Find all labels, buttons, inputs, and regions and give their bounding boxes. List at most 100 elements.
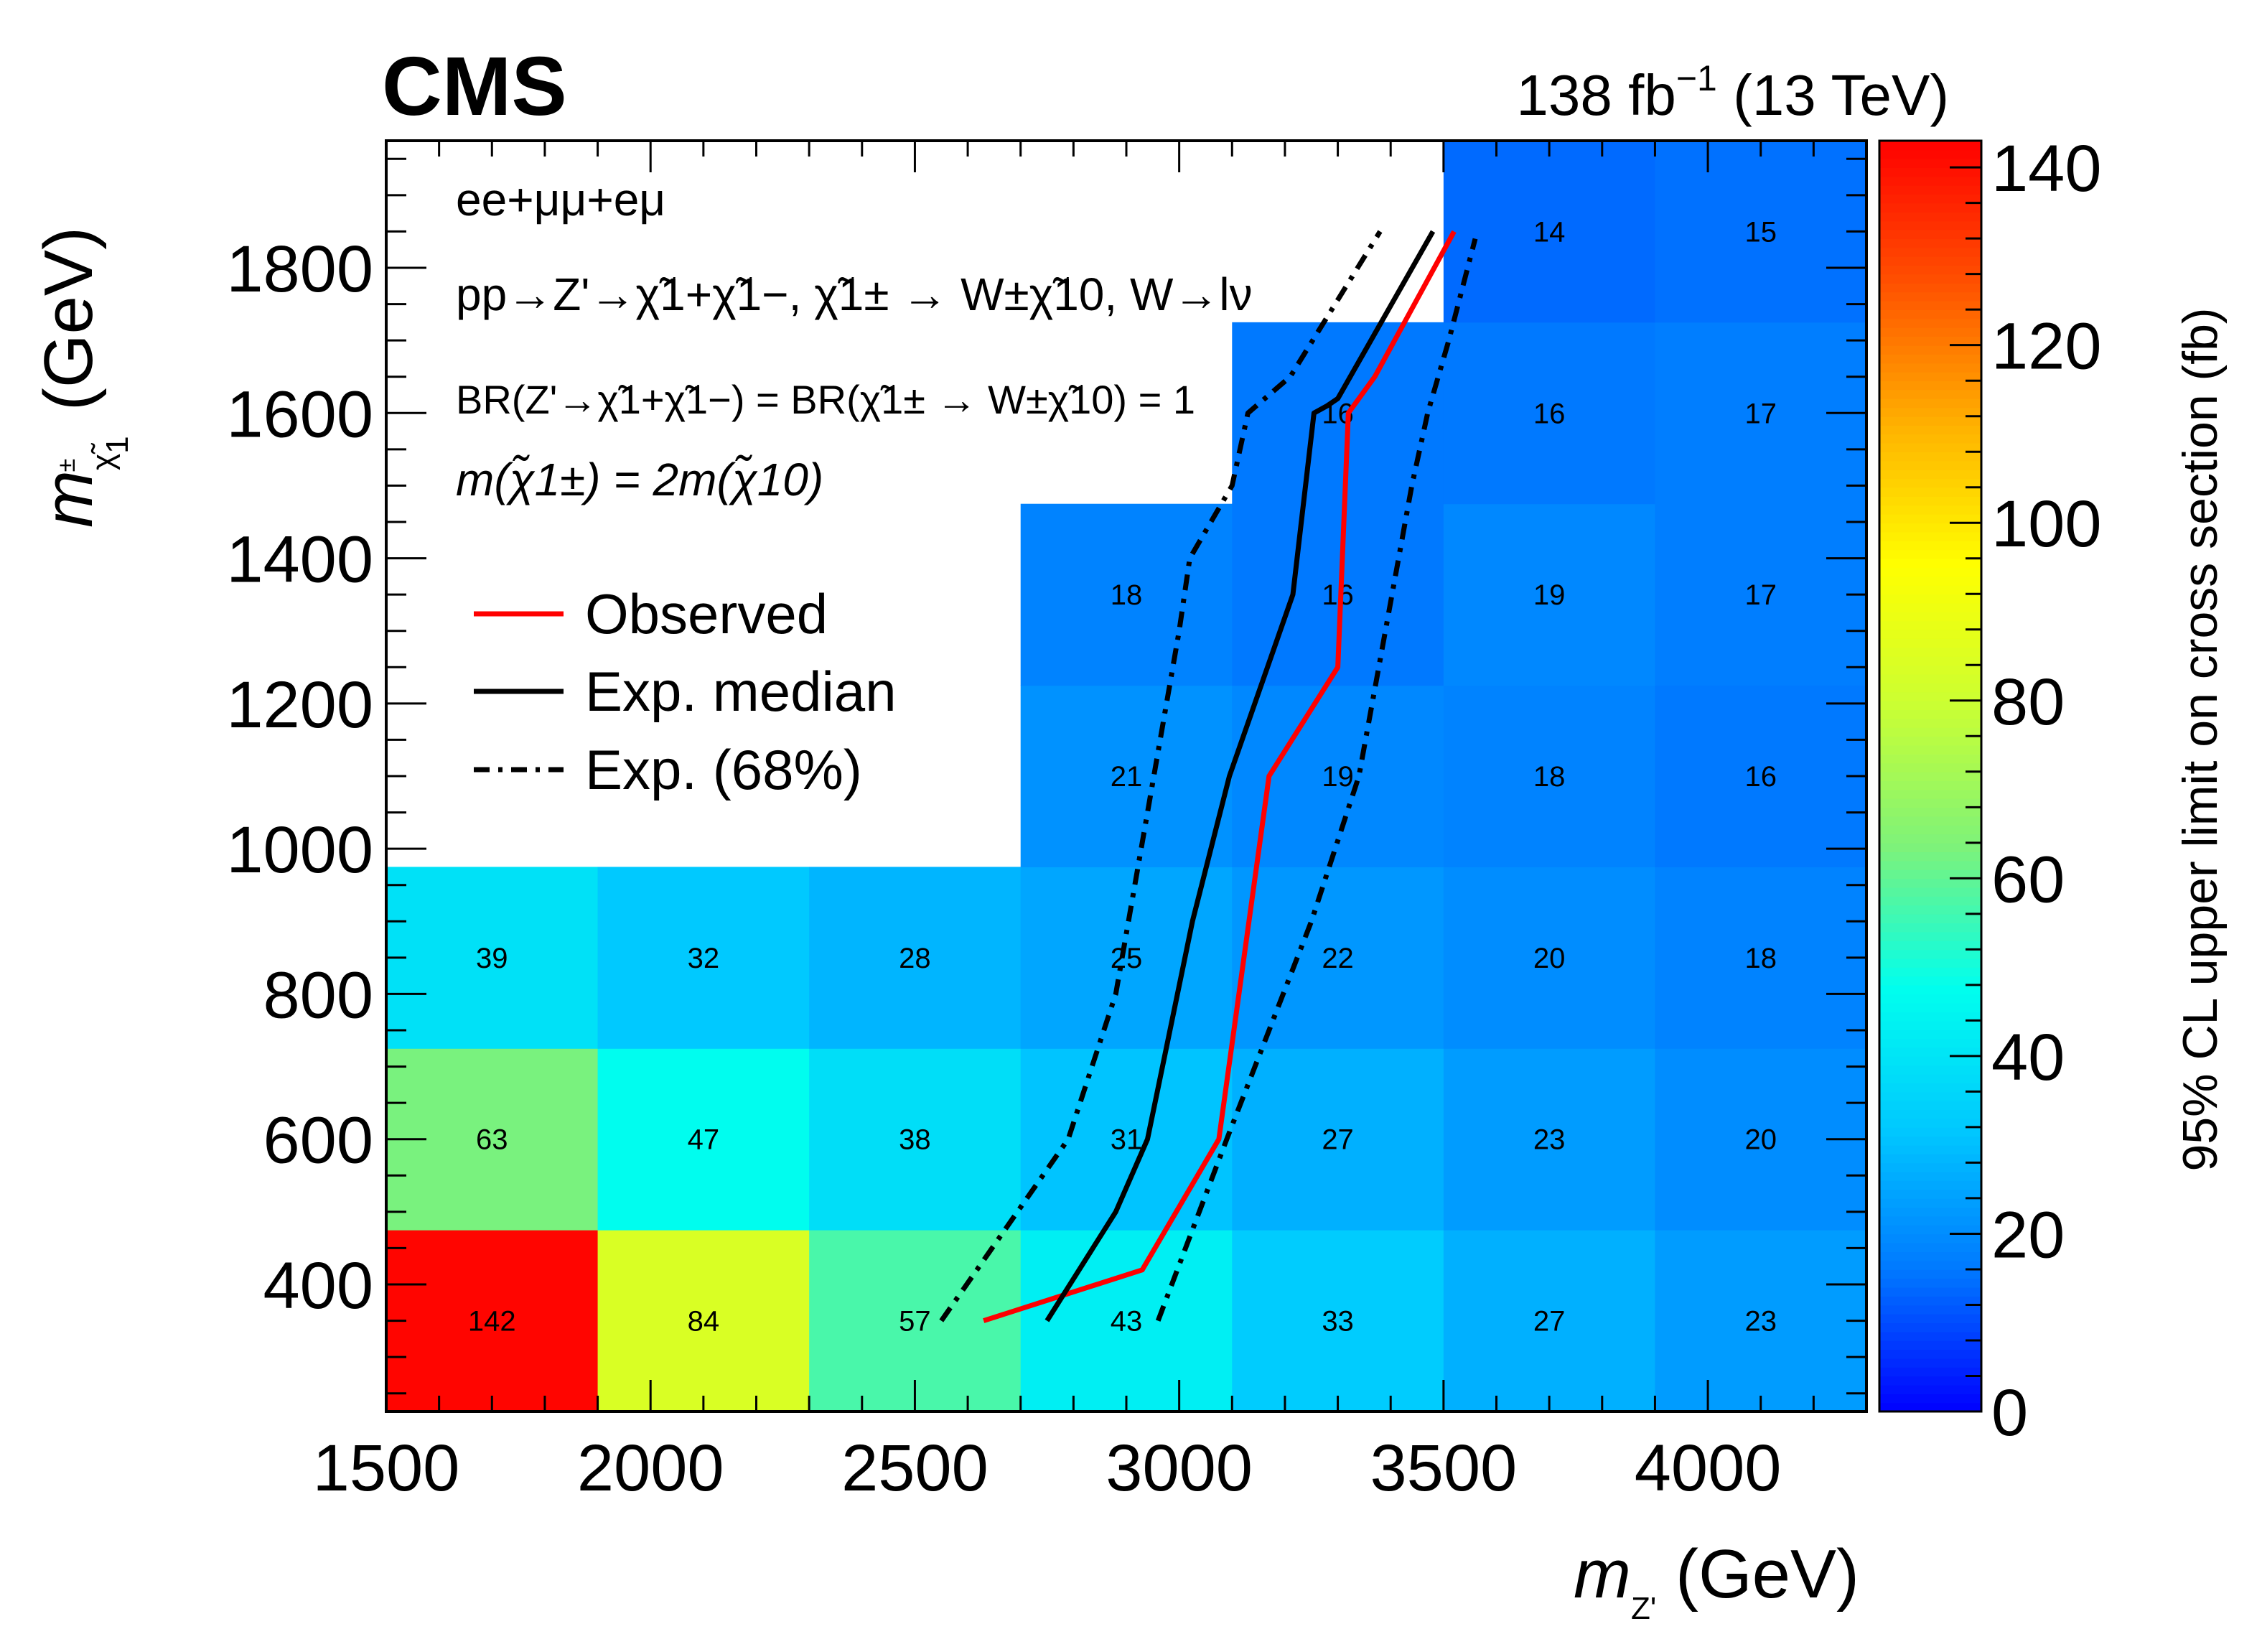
colorbar-band [1879, 1180, 1981, 1190]
heatmap-cell-value: 20 [1744, 1124, 1777, 1156]
colorbar-band [1879, 318, 1981, 328]
colorbar-band [1879, 1269, 1981, 1279]
heatmap-cell [1443, 1230, 1655, 1412]
colorbar-band [1879, 558, 1981, 568]
colorbar-tick-label: 20 [1991, 1198, 2065, 1271]
colorbar-band [1879, 158, 1981, 168]
colorbar-band [1879, 976, 1981, 986]
description-box: ee+μμ+eμ pp→Z'→χ̃1+χ̃1−, χ̃1± → W±χ̃10, … [456, 174, 1253, 505]
colorbar-band [1879, 700, 1981, 710]
colorbar-band [1879, 931, 1981, 941]
colorbar-band [1879, 167, 1981, 177]
colorbar-band [1879, 496, 1981, 506]
legend-expected-band-label: Exp. (68%) [585, 738, 862, 801]
colorbar-band [1879, 940, 1981, 951]
colorbar-band [1879, 345, 1981, 355]
colorbar-band [1879, 967, 1981, 977]
heatmap-cell-value: 14 [1533, 216, 1566, 248]
colorbar-band [1879, 1029, 1981, 1039]
colorbar-band [1879, 878, 1981, 888]
limit-curves [939, 230, 1478, 1323]
heatmap-cell [1443, 503, 1655, 686]
colorbar-band [1879, 354, 1981, 364]
heatmap-cell [1232, 867, 1444, 1049]
colorbar-band [1879, 238, 1981, 248]
colorbar-band [1879, 691, 1981, 701]
colorbar-band [1879, 771, 1981, 781]
colorbar-band [1879, 1394, 1981, 1404]
colorbar-band [1879, 576, 1981, 586]
process-label: pp→Z'→χ̃1+χ̃1−, χ̃1± → W±χ̃10, W→lν [456, 269, 1253, 320]
colorbar-band [1879, 1189, 1981, 1199]
heatmap-cell-value: 20 [1533, 943, 1566, 974]
colorbar-band [1879, 825, 1981, 835]
heatmap-cell [1443, 322, 1655, 505]
colorbar-band [1879, 1091, 1981, 1101]
colorbar-band [1879, 256, 1981, 266]
colorbar-band [1879, 1251, 1981, 1261]
observed-limit-line [983, 230, 1457, 1323]
colorbar-band [1879, 1047, 1981, 1057]
colorbar-band [1879, 523, 1981, 533]
branching-ratio-label: BR(Z'→χ̃1+χ̃1−) = BR(χ̃1± → W±χ̃10) = 1 [456, 377, 1195, 422]
x-axis-ticks: 1500 2000 2500 3000 3500 4000 [313, 141, 1868, 1505]
colorbar-band [1879, 1358, 1981, 1368]
colorbar-band [1879, 247, 1981, 257]
colorbar-band [1879, 185, 1981, 195]
colorbar-band [1879, 718, 1981, 728]
expected-median-line [1044, 230, 1436, 1322]
colorbar-band [1879, 780, 1981, 790]
colorbar-band [1879, 1225, 1981, 1235]
heatmap-cell-value: 31 [1111, 1124, 1143, 1156]
colorbar-band [1879, 683, 1981, 693]
colorbar-band [1879, 363, 1981, 373]
colorbar-band [1879, 984, 1981, 995]
colorbar-band [1879, 913, 1981, 924]
mass-relation-label: m(χ̃1±) = 2m(χ̃10) [456, 454, 823, 505]
heatmap-cell-value: 19 [1533, 579, 1566, 611]
color-scale-bar: 0 20 40 60 80 100 120 140 [1878, 132, 2102, 1450]
heatmap-cell-value: 21 [1111, 761, 1143, 793]
heatmap-cell-value: 63 [476, 1124, 508, 1156]
colorbar-band [1879, 1162, 1981, 1172]
colorbar-band [1879, 762, 1981, 773]
colorbar-band [1879, 425, 1981, 435]
heatmap-cell [597, 1048, 810, 1231]
heatmap-cell [386, 1230, 599, 1412]
heatmap-cell [1020, 503, 1233, 686]
colorbar-band [1879, 665, 1981, 675]
colorbar-band [1879, 905, 1981, 915]
colorbar-band [1879, 1349, 1981, 1359]
colorbar-band [1879, 807, 1981, 817]
luminosity-label: 138 fb−1 (13 TeV) [1516, 58, 1949, 127]
channels-label: ee+μμ+eμ [456, 174, 665, 225]
colorbar-band [1879, 1055, 1981, 1066]
heatmap-cell [597, 1230, 810, 1412]
experiment-label: CMS [382, 39, 567, 133]
legend-observed-label: Observed [585, 582, 828, 645]
colorbar-band [1879, 1073, 1981, 1083]
y-tick-label: 1600 [226, 378, 373, 451]
colorbar-band [1879, 1376, 1981, 1386]
colorbar-band [1879, 754, 1981, 764]
legend-expected-label: Exp. median [585, 660, 897, 723]
x-tick-label: 4000 [1635, 1432, 1782, 1505]
heatmap-cell [809, 867, 1022, 1049]
heatmap-cell [1020, 1230, 1233, 1412]
heatmap-cell-value: 22 [1322, 943, 1354, 974]
heatmap-cell-value: 27 [1322, 1124, 1354, 1156]
colorbar-band [1879, 336, 1981, 346]
colorbar-band [1879, 620, 1981, 630]
colorbar-band [1879, 994, 1981, 1004]
colorbar-band [1879, 478, 1981, 488]
heatmap-cell-value: 57 [899, 1306, 931, 1338]
x-axis-title: mZ' (GeV) [1574, 1536, 1859, 1626]
colorbar-band [1879, 887, 1981, 897]
colorbar-band [1879, 469, 1981, 480]
y-tick-label: 400 [263, 1249, 374, 1322]
colorbar-band [1879, 923, 1981, 933]
heatmap-cell-value: 142 [468, 1306, 516, 1338]
colorbar-band [1879, 194, 1981, 204]
colorbar-band [1879, 798, 1981, 808]
colorbar-band [1879, 949, 1981, 959]
